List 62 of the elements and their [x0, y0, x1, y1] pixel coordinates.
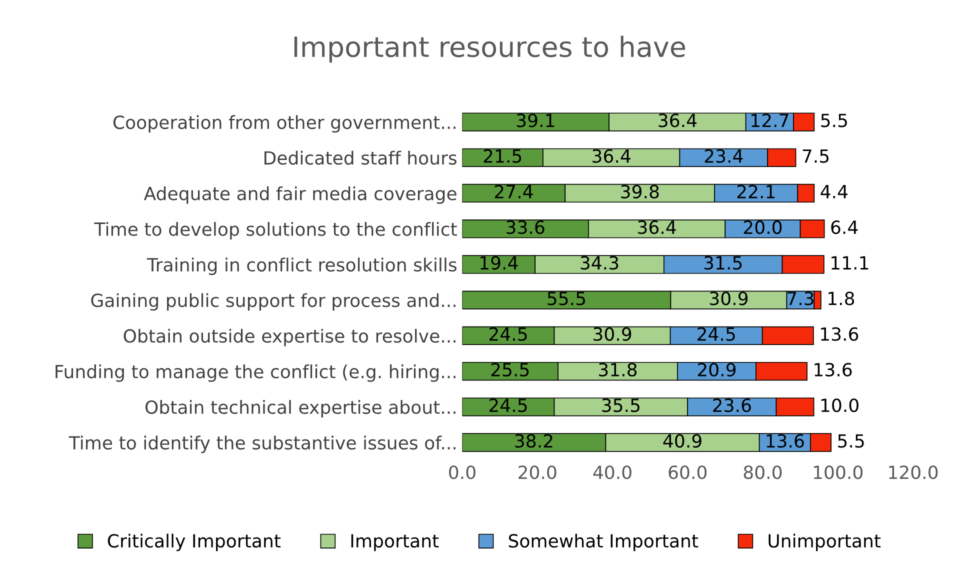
data-label: 20.0 — [744, 220, 782, 234]
data-label: 55.5 — [548, 292, 585, 306]
data-label: 13.6 — [821, 327, 858, 341]
data-label: 24.5 — [698, 327, 735, 341]
data-label: 13.6 — [814, 362, 852, 377]
y-tick-label: Adequate and fair media coverage — [144, 186, 456, 204]
data-label: 6.4 — [831, 220, 858, 234]
data-label: 38.2 — [515, 434, 552, 448]
data-label: 11.1 — [832, 256, 868, 270]
x-tick-label: 100.0 — [814, 465, 862, 480]
data-label: 4.4 — [820, 185, 848, 198]
data-label: 22.1 — [737, 184, 775, 198]
data-label: 12.7 — [752, 114, 788, 128]
x-tick-label: 80.0 — [744, 465, 782, 480]
legend-label: Important — [351, 534, 439, 552]
data-label: 24.5 — [489, 398, 527, 412]
data-label: 7.5 — [802, 149, 829, 163]
data-label: 30.9 — [594, 327, 632, 341]
x-tick-label: 40.0 — [593, 465, 632, 480]
data-label: 36.4 — [658, 114, 697, 128]
data-label: 5.5 — [821, 114, 847, 128]
legend-label: Critically Important — [108, 534, 281, 552]
data-label: 7.3 — [788, 292, 814, 306]
data-label: 19.4 — [480, 256, 518, 270]
y-tick-label: Time to develop solutions to the conflict — [94, 222, 457, 240]
data-label: 36.4 — [592, 149, 630, 163]
legend-label: Somewhat Important — [508, 534, 698, 552]
data-label: 24.5 — [489, 327, 527, 341]
y-tick-label: Gaining public support for process and... — [91, 293, 456, 311]
data-label: 21.5 — [484, 149, 522, 163]
x-tick-label: 60.0 — [668, 465, 707, 480]
data-label: 13.6 — [766, 434, 804, 448]
data-label: 39.1 — [516, 114, 554, 128]
data-label: 36.4 — [638, 220, 676, 234]
y-tick-label: Training in conflict resolution skills — [146, 258, 457, 276]
x-tick-label: 0.0 — [449, 465, 476, 480]
y-tick-label: Obtain outside expertise to resolve... — [124, 328, 456, 346]
data-label: 25.5 — [491, 362, 529, 377]
y-tick-label: Obtain technical expertise about... — [145, 400, 456, 418]
data-label: 30.9 — [710, 292, 748, 306]
y-tick-label: Cooperation from other government... — [113, 115, 456, 133]
data-label: 23.4 — [704, 149, 743, 163]
data-label: 20.9 — [698, 362, 736, 377]
y-tick-label: Dedicated staff hours — [264, 150, 456, 165]
data-label: 27.4 — [494, 184, 533, 198]
data-label: 34.3 — [580, 256, 618, 270]
data-label: 23.6 — [713, 398, 751, 412]
y-tick-label: Funding to manage the conflict (e.g. hiring... — [56, 364, 456, 382]
data-label: 40.9 — [663, 434, 702, 448]
data-label: 1.8 — [828, 292, 854, 306]
data-label: 31.5 — [704, 256, 742, 270]
chart-title: Important resources to have — [294, 36, 686, 63]
x-tick-label: 20.0 — [518, 465, 556, 480]
data-label: 33.6 — [506, 220, 544, 234]
data-label: 10.0 — [821, 398, 858, 412]
data-label: 31.8 — [599, 362, 637, 377]
x-tick-label: 120.0 — [889, 465, 938, 480]
y-tick-label: Time to identify the substantive issues of... — [68, 436, 456, 454]
legend-label: Unimportant — [768, 534, 881, 552]
data-label: 5.5 — [838, 434, 864, 448]
data-label: 35.5 — [602, 398, 640, 412]
data-label: 39.8 — [621, 184, 659, 198]
